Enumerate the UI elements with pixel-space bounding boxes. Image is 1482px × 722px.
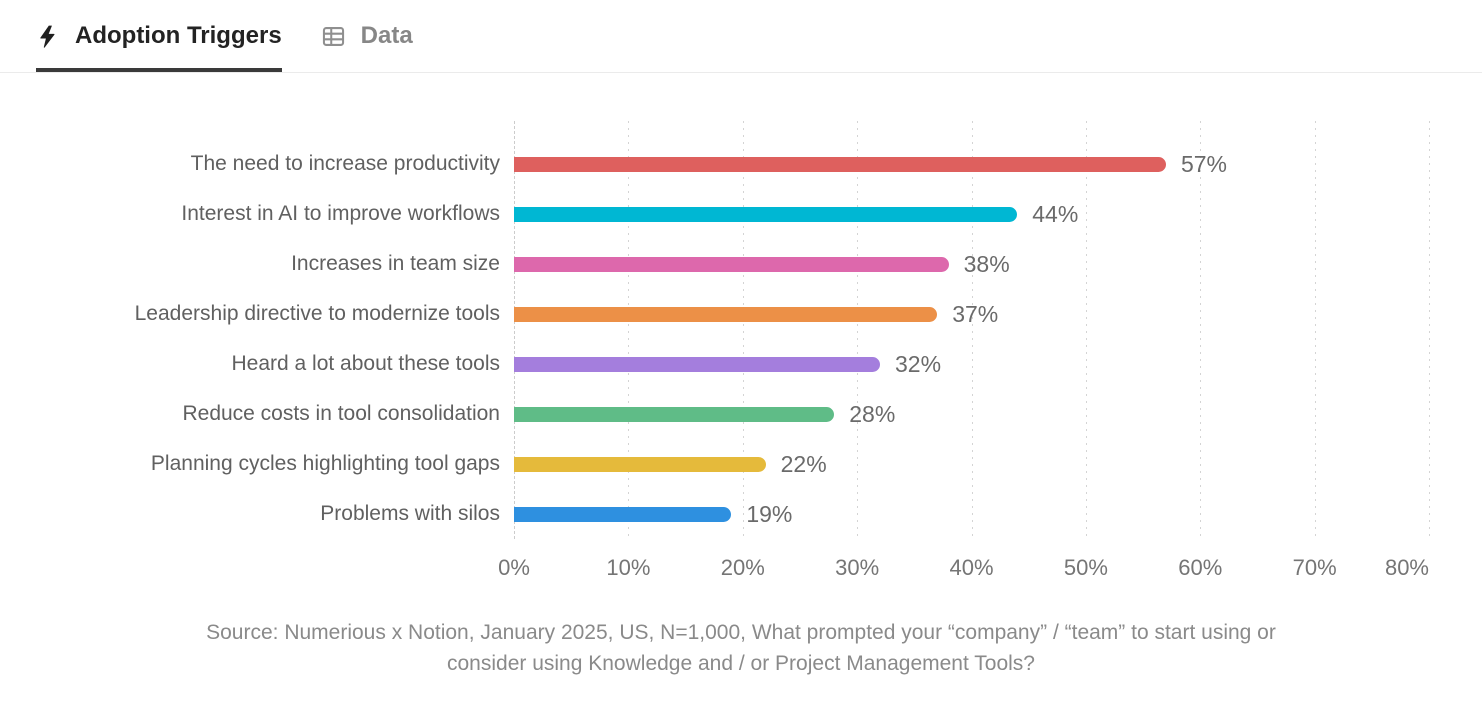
chart-row: Planning cycles highlighting tool gaps 22… <box>36 439 1482 489</box>
value-label: 19% <box>746 500 793 527</box>
chart-row: The need to increase productivity 57% <box>36 139 1482 189</box>
bar[interactable] <box>514 306 938 322</box>
tab-data[interactable]: Data <box>320 22 413 72</box>
gridline <box>628 121 630 539</box>
table-icon <box>320 23 347 50</box>
bar-track: 38% <box>514 251 1429 278</box>
bar[interactable] <box>514 456 766 472</box>
y-axis-line <box>514 121 515 539</box>
source-text: Source: Numerious x Notion, January 2025… <box>0 617 1482 679</box>
tab-label: Adoption Triggers <box>75 22 282 49</box>
x-tick-label: 0% <box>498 555 530 580</box>
bar-track: 57% <box>514 151 1429 178</box>
value-label: 22% <box>780 450 827 477</box>
tab-label: Data <box>360 22 413 49</box>
value-label: 38% <box>963 250 1010 277</box>
category-label: Heard a lot about these tools <box>231 352 500 375</box>
bar-track: 19% <box>514 501 1429 528</box>
bar-track: 32% <box>514 351 1429 378</box>
category-label: Problems with silos <box>320 502 500 525</box>
x-tick-label: 60% <box>1178 555 1223 580</box>
x-tick-label: 40% <box>949 555 994 580</box>
gridline <box>1200 121 1202 539</box>
bolt-icon <box>36 24 61 49</box>
bar[interactable] <box>514 256 949 272</box>
tab-bar: Adoption Triggers Data <box>0 0 1482 73</box>
gridline <box>742 121 744 539</box>
value-label: 37% <box>952 300 999 327</box>
gridline <box>1085 121 1087 539</box>
x-tick-label: 30% <box>835 555 880 580</box>
bar-chart: The need to increase productivity 57% Inte… <box>0 121 1482 583</box>
chart-row: Increases in team size 38% <box>36 239 1482 289</box>
category-label: Planning cycles highlighting tool gaps <box>150 452 500 475</box>
value-label: 57% <box>1180 150 1227 177</box>
category-label: Leadership directive to modernize tools <box>134 302 500 325</box>
gridlines <box>514 121 1430 539</box>
x-tick-label: 50% <box>1063 555 1108 580</box>
category-label: Reduce costs in tool consolidation <box>182 402 500 425</box>
gridline <box>971 121 973 539</box>
gridline <box>857 121 859 539</box>
x-tick-label: 80% <box>1384 555 1429 580</box>
bar-track: 28% <box>514 401 1429 428</box>
bar[interactable] <box>514 156 1166 172</box>
chart-row: Heard a lot about these tools 32% <box>36 339 1482 389</box>
category-label: Increases in team size <box>291 252 500 275</box>
x-tick-label: 20% <box>720 555 765 580</box>
chart-row: Interest in AI to improve workflows 44% <box>36 189 1482 239</box>
bar-track: 37% <box>514 301 1429 328</box>
bar[interactable] <box>514 206 1018 222</box>
category-label: The need to increase productivity <box>190 152 500 175</box>
chart-row: Leadership directive to modernize tools 3… <box>36 289 1482 339</box>
chart-row: Reduce costs in tool consolidation 28% <box>36 389 1482 439</box>
bar-track: 44% <box>514 201 1429 228</box>
chart-rows: The need to increase productivity 57% Inte… <box>36 139 1482 539</box>
value-label: 44% <box>1032 200 1079 227</box>
x-axis: 0% 10% 20% 30% 40% 50% 60% 70% 80% <box>498 555 1429 583</box>
bar-track: 22% <box>514 451 1429 478</box>
gridline <box>1314 121 1316 539</box>
value-label: 28% <box>849 400 896 427</box>
bar[interactable] <box>514 406 835 422</box>
x-tick-label: 10% <box>606 555 651 580</box>
tab-adoption-triggers[interactable]: Adoption Triggers <box>36 22 282 72</box>
source-line-2: consider using Knowledge and / or Projec… <box>447 652 1035 675</box>
source-line-1: Source: Numerious x Notion, January 2025… <box>206 621 1276 644</box>
chart-row: Problems with silos 19% <box>36 489 1482 539</box>
gridline <box>1429 121 1430 539</box>
value-label: 32% <box>895 350 942 377</box>
bar[interactable] <box>514 506 732 522</box>
x-tick-label: 70% <box>1292 555 1337 580</box>
category-label: Interest in AI to improve workflows <box>181 202 500 225</box>
bar[interactable] <box>514 356 880 372</box>
